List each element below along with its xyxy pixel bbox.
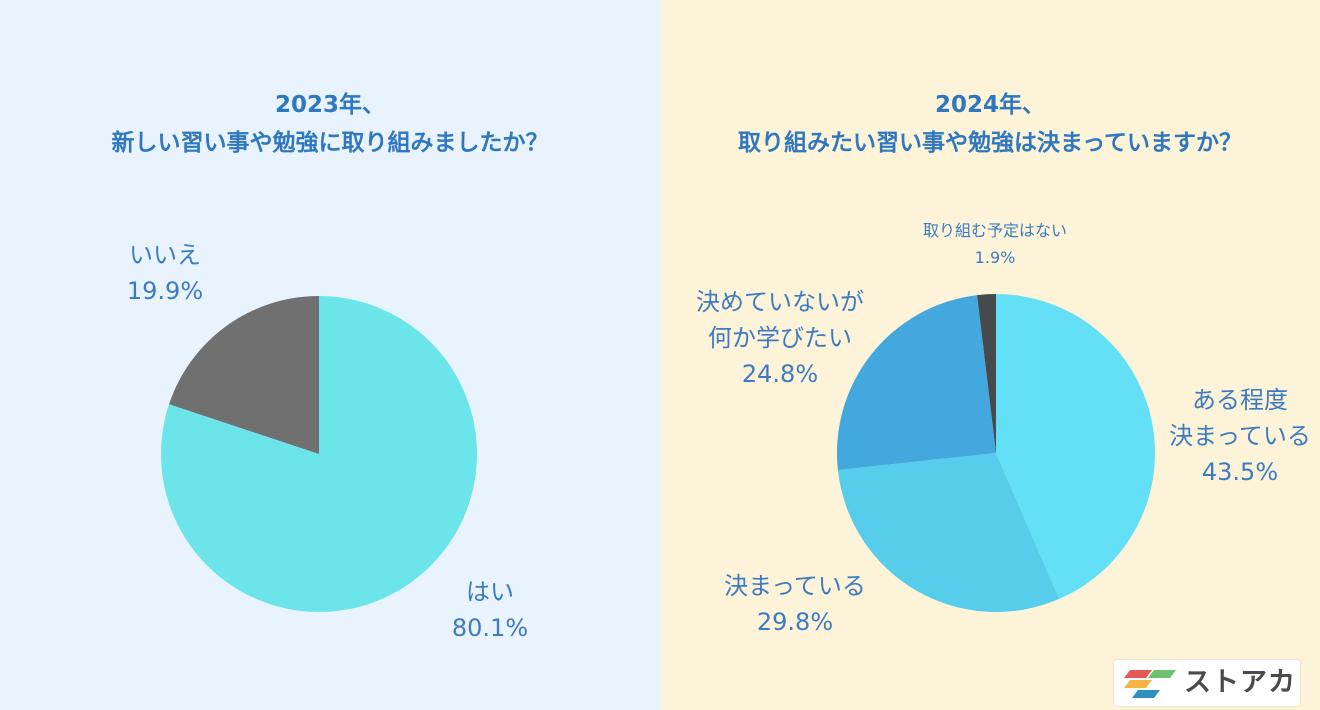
label-undecided-name-1: 決めていないが bbox=[696, 288, 864, 316]
label-decided: 決まっている 29.8% bbox=[695, 568, 895, 640]
left-chart-title: 2023年、 新しい習い事や勉強に取り組みましたか？ bbox=[0, 86, 660, 162]
left-panel: 2023年、 新しい習い事や勉強に取り組みましたか？ いいえ 19.9% はい … bbox=[0, 0, 660, 710]
left-title-line-1: 2023年、 bbox=[274, 92, 385, 118]
left-title-line-2: 新しい習い事や勉強に取り組みましたか？ bbox=[111, 130, 549, 156]
pie-2024-slice-0 bbox=[996, 294, 1155, 599]
label-no-name: いいえ bbox=[129, 241, 201, 269]
pie-2024-slice-3 bbox=[977, 294, 996, 453]
label-yes: はい 80.1% bbox=[430, 574, 550, 646]
label-somewhat-decided-value: 43.5% bbox=[1201, 458, 1279, 486]
label-undecided-name-2: 何か学びたい bbox=[708, 324, 852, 352]
brand-logo: ストアカ bbox=[1114, 660, 1300, 706]
label-decided-value: 29.8% bbox=[756, 608, 834, 636]
pie-2024-slice-1 bbox=[837, 453, 1060, 612]
right-chart-title: 2024年、 取り組みたい習い事や勉強は決まっていますか？ bbox=[660, 86, 1320, 162]
right-panel: 2024年、 取り組みたい習い事や勉強は決まっていますか？ 取り組む予定はない … bbox=[660, 0, 1320, 710]
logo-mark-icon bbox=[1124, 670, 1176, 698]
label-no-plan: 取り組む予定はない 1.9% bbox=[900, 217, 1090, 271]
label-somewhat-decided-name-2: 決まっている bbox=[1169, 422, 1311, 450]
label-no-plan-name: 取り組む予定はない bbox=[922, 221, 1067, 240]
label-somewhat-decided-name-1: ある程度 bbox=[1192, 386, 1288, 414]
label-undecided-value: 24.8% bbox=[741, 360, 819, 388]
label-somewhat-decided: ある程度 決まっている 43.5% bbox=[1155, 382, 1320, 490]
pie-2023-slice-0 bbox=[161, 296, 478, 612]
pie-2024-slice-2 bbox=[837, 295, 996, 470]
label-decided-name: 決まっている bbox=[724, 572, 866, 600]
logo-text: ストアカ bbox=[1184, 667, 1296, 698]
right-title-line-1: 2024年、 bbox=[934, 92, 1045, 118]
pie-2023-slice-1 bbox=[169, 296, 319, 454]
label-no: いいえ 19.9% bbox=[105, 237, 225, 309]
label-no-plan-value: 1.9% bbox=[974, 248, 1016, 267]
label-yes-value: 80.1% bbox=[451, 614, 529, 642]
label-yes-name: はい bbox=[466, 578, 514, 606]
right-title-line-2: 取り組みたい習い事や勉強は決まっていますか？ bbox=[738, 130, 1242, 156]
pie-chart-2023 bbox=[161, 296, 478, 612]
label-no-value: 19.9% bbox=[126, 277, 204, 305]
label-undecided: 決めていないが 何か学びたい 24.8% bbox=[675, 284, 885, 392]
pie-chart-2024 bbox=[837, 294, 1155, 612]
